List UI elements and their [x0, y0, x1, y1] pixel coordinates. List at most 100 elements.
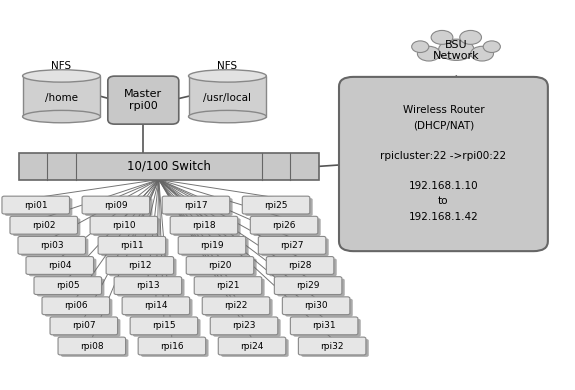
- FancyBboxPatch shape: [181, 238, 248, 256]
- Text: rpi16: rpi16: [160, 342, 184, 351]
- Text: rpi05: rpi05: [56, 281, 79, 290]
- FancyBboxPatch shape: [245, 198, 313, 216]
- FancyBboxPatch shape: [165, 198, 232, 216]
- FancyBboxPatch shape: [29, 259, 97, 277]
- FancyBboxPatch shape: [277, 278, 345, 296]
- FancyBboxPatch shape: [82, 196, 150, 214]
- Text: rpi13: rpi13: [136, 281, 160, 290]
- Text: rpi24: rpi24: [240, 342, 264, 351]
- FancyBboxPatch shape: [274, 277, 342, 294]
- FancyBboxPatch shape: [170, 216, 237, 234]
- FancyBboxPatch shape: [98, 236, 166, 254]
- Text: rpi02: rpi02: [32, 221, 55, 230]
- FancyBboxPatch shape: [106, 257, 174, 275]
- Text: rpi08: rpi08: [80, 342, 104, 351]
- Ellipse shape: [417, 46, 440, 61]
- FancyBboxPatch shape: [269, 259, 337, 277]
- Text: rpi04: rpi04: [48, 261, 71, 270]
- Text: rpi11: rpi11: [120, 241, 144, 250]
- FancyBboxPatch shape: [114, 277, 182, 294]
- Text: rpi26: rpi26: [273, 221, 296, 230]
- FancyBboxPatch shape: [210, 317, 278, 335]
- FancyBboxPatch shape: [253, 218, 321, 236]
- Text: /usr/local: /usr/local: [204, 93, 251, 103]
- Text: rpi07: rpi07: [72, 321, 95, 330]
- FancyBboxPatch shape: [194, 277, 262, 294]
- FancyBboxPatch shape: [130, 317, 198, 335]
- FancyBboxPatch shape: [339, 77, 548, 251]
- FancyBboxPatch shape: [13, 218, 80, 236]
- Ellipse shape: [412, 41, 429, 53]
- FancyBboxPatch shape: [10, 216, 78, 234]
- FancyBboxPatch shape: [85, 198, 152, 216]
- Text: rpi09: rpi09: [104, 200, 128, 209]
- Text: rpi29: rpi29: [296, 281, 320, 290]
- FancyBboxPatch shape: [221, 339, 289, 357]
- FancyBboxPatch shape: [90, 216, 158, 234]
- Text: rpi12: rpi12: [128, 261, 152, 270]
- FancyBboxPatch shape: [122, 297, 190, 315]
- FancyBboxPatch shape: [37, 278, 105, 296]
- FancyBboxPatch shape: [108, 76, 179, 124]
- Ellipse shape: [189, 70, 266, 82]
- Text: rpi14: rpi14: [144, 301, 168, 310]
- FancyBboxPatch shape: [45, 299, 112, 317]
- FancyBboxPatch shape: [93, 218, 160, 236]
- Text: rpi19: rpi19: [200, 241, 224, 250]
- FancyBboxPatch shape: [202, 297, 270, 315]
- Text: rpi25: rpi25: [264, 200, 288, 209]
- Text: rpi15: rpi15: [152, 321, 176, 330]
- Text: rpi22: rpi22: [224, 301, 248, 310]
- Text: NFS: NFS: [217, 61, 237, 71]
- Text: rpi28: rpi28: [288, 261, 312, 270]
- FancyBboxPatch shape: [258, 236, 326, 254]
- Ellipse shape: [431, 30, 453, 44]
- Ellipse shape: [470, 46, 493, 61]
- FancyBboxPatch shape: [290, 317, 358, 335]
- FancyBboxPatch shape: [293, 319, 361, 337]
- Text: 10/100 Switch: 10/100 Switch: [127, 160, 210, 173]
- Ellipse shape: [439, 39, 474, 60]
- FancyBboxPatch shape: [53, 319, 120, 337]
- FancyBboxPatch shape: [250, 216, 318, 234]
- FancyBboxPatch shape: [282, 297, 350, 315]
- Ellipse shape: [460, 30, 481, 44]
- Polygon shape: [18, 153, 319, 179]
- Ellipse shape: [22, 110, 101, 123]
- FancyBboxPatch shape: [141, 339, 209, 357]
- Text: rpi17: rpi17: [184, 200, 208, 209]
- FancyBboxPatch shape: [101, 238, 168, 256]
- Polygon shape: [189, 76, 266, 117]
- Ellipse shape: [483, 41, 500, 53]
- FancyBboxPatch shape: [125, 299, 193, 317]
- Text: rpi18: rpi18: [192, 221, 216, 230]
- FancyBboxPatch shape: [133, 319, 201, 337]
- Text: Wireless Router
(DHCP/NAT)

rpicluster:22 ->rpi00:22

192.168.1.10
to
192.168.1.: Wireless Router (DHCP/NAT) rpicluster:22…: [381, 105, 507, 222]
- FancyBboxPatch shape: [117, 278, 185, 296]
- Text: NFS: NFS: [51, 61, 71, 71]
- Text: rpi03: rpi03: [40, 241, 64, 250]
- FancyBboxPatch shape: [197, 278, 264, 296]
- FancyBboxPatch shape: [218, 337, 286, 355]
- FancyBboxPatch shape: [138, 337, 206, 355]
- Text: /home: /home: [45, 93, 78, 103]
- FancyBboxPatch shape: [178, 236, 246, 254]
- Polygon shape: [22, 76, 101, 117]
- Text: rpi23: rpi23: [232, 321, 256, 330]
- FancyBboxPatch shape: [261, 238, 329, 256]
- Text: rpi32: rpi32: [320, 342, 344, 351]
- Text: rpi21: rpi21: [216, 281, 240, 290]
- Ellipse shape: [22, 70, 101, 82]
- Text: BSU
Network: BSU Network: [433, 40, 480, 61]
- FancyBboxPatch shape: [298, 337, 366, 355]
- Text: rpi06: rpi06: [64, 301, 87, 310]
- FancyBboxPatch shape: [301, 339, 369, 357]
- FancyBboxPatch shape: [109, 259, 177, 277]
- FancyBboxPatch shape: [21, 238, 89, 256]
- FancyBboxPatch shape: [58, 337, 125, 355]
- FancyBboxPatch shape: [173, 218, 240, 236]
- FancyBboxPatch shape: [34, 277, 102, 294]
- FancyBboxPatch shape: [162, 196, 229, 214]
- FancyBboxPatch shape: [189, 259, 256, 277]
- FancyBboxPatch shape: [61, 339, 128, 357]
